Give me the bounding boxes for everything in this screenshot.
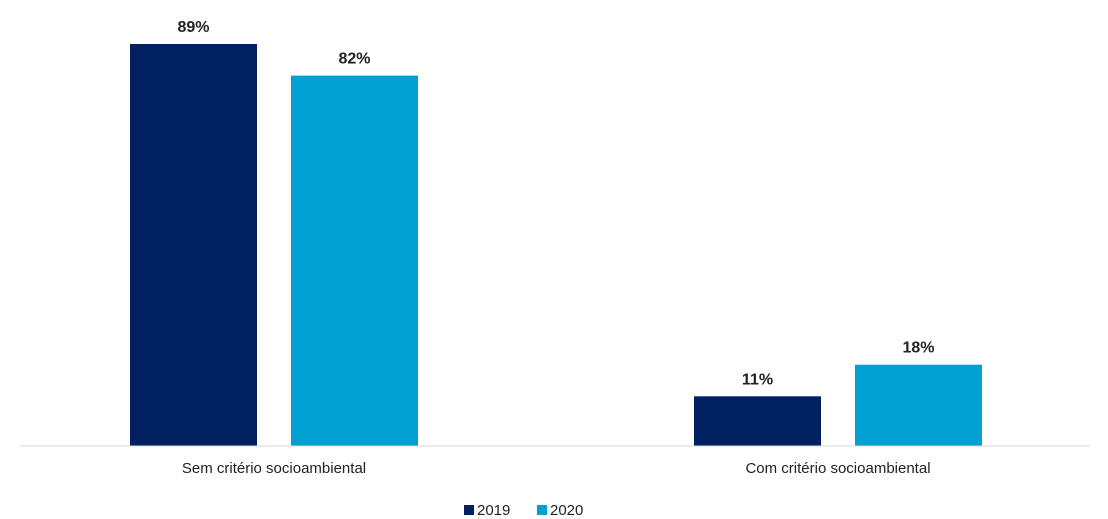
bar-2019-com-criterio-socioambiental xyxy=(694,396,821,446)
data-label-2020-com-criterio-socioambiental: 18% xyxy=(902,340,934,357)
data-label-2019-com-criterio-socioambiental: 11% xyxy=(742,371,773,388)
category-label-sem-criterio-socioambiental: Sem critério socioambiental xyxy=(182,460,366,477)
data-label-2019-sem-criterio-socioambiental: 89% xyxy=(177,19,209,36)
bar-2020-sem-criterio-socioambiental xyxy=(291,75,418,446)
bar-2020-com-criterio-socioambiental xyxy=(855,364,982,446)
legend-swatch-2019 xyxy=(464,505,474,515)
data-label-2020-sem-criterio-socioambiental: 82% xyxy=(338,51,370,68)
legend-label-2019: 2019 xyxy=(477,502,510,519)
category-label-com-criterio-socioambiental: Com critério socioambiental xyxy=(745,460,930,477)
bars-layer xyxy=(130,44,982,446)
category-labels-layer: Sem critério socioambiental Com critério … xyxy=(182,460,931,477)
bar-2019-sem-criterio-socioambiental xyxy=(130,44,257,446)
legend-label-2020: 2020 xyxy=(550,502,583,519)
legend: 2019 2020 xyxy=(464,502,583,519)
data-labels-layer: 89% 82% 11% 18% xyxy=(177,19,934,388)
legend-swatch-2020 xyxy=(537,505,547,515)
